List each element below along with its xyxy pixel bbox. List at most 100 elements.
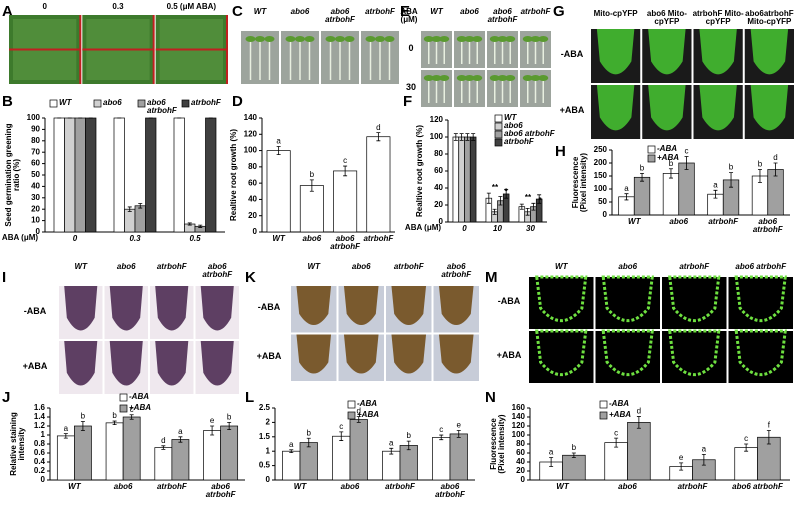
x-tick-label-box: WT bbox=[68, 483, 80, 491]
error-bar bbox=[306, 437, 311, 448]
error-bar bbox=[289, 449, 294, 454]
x-tick-label: 0 bbox=[462, 225, 467, 233]
y-tick-label: 80 bbox=[31, 136, 40, 145]
significance-letter: e bbox=[457, 421, 462, 430]
leaf bbox=[423, 75, 434, 81]
y-tick-label: 40 bbox=[516, 457, 525, 466]
error-bar bbox=[376, 132, 381, 142]
significance-letter: f bbox=[768, 421, 771, 430]
error-bar bbox=[492, 208, 497, 215]
significance-letter: a bbox=[702, 444, 707, 453]
x-tick-label-box: abo6 bbox=[341, 483, 360, 491]
legend-swatch bbox=[599, 400, 608, 409]
leaf bbox=[472, 36, 483, 42]
column-label: abo6 atrbohF bbox=[487, 8, 518, 24]
leaf bbox=[304, 36, 315, 42]
panel-label: N bbox=[485, 389, 496, 406]
bar bbox=[105, 422, 124, 481]
bar bbox=[458, 136, 465, 223]
x-tick-label-box: atrbohF bbox=[157, 483, 187, 491]
error-bar bbox=[571, 452, 576, 458]
x-tick-label: WT bbox=[272, 235, 285, 243]
column-label: abo6 Mito-cpYFP bbox=[646, 10, 687, 26]
column-label: atrbohF bbox=[679, 263, 710, 271]
y-tick-label: 2 bbox=[266, 418, 271, 427]
y-tick-label: 0.4 bbox=[34, 457, 46, 466]
legend-swatch bbox=[119, 404, 128, 413]
column-label-box: WT bbox=[75, 263, 87, 271]
error-bar bbox=[636, 416, 641, 429]
bar bbox=[469, 136, 477, 223]
y-axis-label-box: Fluorescence (Pixel intensity) bbox=[489, 414, 506, 473]
x-tick-label: 30 bbox=[526, 225, 535, 233]
legend-label-box: atrbohF bbox=[504, 138, 534, 146]
leaf bbox=[439, 36, 450, 42]
x-tick-label-box: abo6 bbox=[114, 483, 133, 491]
column-label: 0.3 bbox=[112, 3, 124, 11]
bar bbox=[432, 437, 451, 481]
legend-label-box: abo6 atrbohF bbox=[504, 130, 555, 138]
y-tick-label: 0.6 bbox=[34, 448, 46, 457]
significance-letter: c bbox=[744, 434, 748, 443]
leaf bbox=[489, 36, 500, 42]
legend-label: -ABA bbox=[657, 145, 677, 153]
row-label-box: -ABA bbox=[24, 306, 47, 316]
column-label-box: atrbohF bbox=[521, 8, 551, 16]
row-label: +ABA bbox=[496, 350, 522, 360]
bar bbox=[464, 136, 471, 223]
column-label-box: abo6 bbox=[291, 8, 310, 16]
bar bbox=[124, 208, 136, 233]
row-label: -ABA bbox=[560, 49, 584, 59]
significance-letter: b bbox=[669, 159, 674, 168]
leaf bbox=[505, 75, 516, 81]
column-label: WT bbox=[253, 8, 267, 16]
bar bbox=[64, 117, 76, 233]
legend-label-box: abo6 bbox=[103, 99, 122, 107]
root bbox=[343, 334, 379, 374]
x-tick-label-box: WT bbox=[556, 483, 569, 491]
column-label-box: WT bbox=[253, 8, 267, 16]
legend-label: WT bbox=[504, 114, 517, 122]
column-label-box: atrbohF bbox=[679, 263, 710, 271]
significance-letter: b bbox=[407, 431, 412, 440]
root bbox=[391, 334, 427, 374]
legend-label-box: abo6 bbox=[504, 122, 523, 130]
leaf bbox=[538, 36, 549, 42]
significance-letter: d bbox=[376, 123, 380, 132]
error-bar bbox=[127, 206, 132, 212]
column-label: 0 bbox=[42, 3, 47, 11]
bar bbox=[122, 416, 141, 481]
column-label: abo6 bbox=[116, 263, 136, 271]
bar bbox=[332, 435, 351, 481]
significance-letter: b bbox=[572, 443, 577, 452]
panel-label: G bbox=[553, 3, 565, 20]
bar bbox=[74, 117, 86, 233]
root bbox=[535, 275, 588, 323]
x-tick-label: abo6 atrbohF bbox=[205, 483, 236, 499]
panel-label: D bbox=[232, 93, 243, 110]
column-label-box: abo6 atrbohF bbox=[441, 263, 471, 279]
leaf bbox=[431, 36, 442, 42]
significance-letter: b bbox=[227, 413, 232, 422]
bar bbox=[113, 117, 125, 233]
y-tick-label: 50 bbox=[31, 170, 40, 179]
error-bar bbox=[187, 222, 192, 226]
legend-swatch bbox=[647, 145, 656, 154]
panel-label: B bbox=[2, 93, 13, 110]
x-tick-label-box: WT bbox=[294, 483, 306, 491]
error-bar bbox=[210, 425, 215, 436]
y-tick-label: 50 bbox=[598, 197, 607, 206]
x-tick-label-box: abo6 bbox=[303, 235, 322, 243]
error-bar bbox=[389, 447, 394, 455]
row-label-box: -ABA bbox=[560, 49, 584, 59]
legend-label-box: WT bbox=[59, 99, 71, 107]
error-bar bbox=[640, 173, 645, 182]
error-bar bbox=[138, 203, 143, 209]
x-tick-label: WT bbox=[556, 483, 569, 491]
legend-label: abo6 bbox=[103, 99, 122, 107]
error-bar bbox=[549, 457, 554, 467]
y-tick-label: 90 bbox=[31, 125, 40, 134]
bar bbox=[173, 117, 185, 233]
root bbox=[391, 286, 427, 326]
